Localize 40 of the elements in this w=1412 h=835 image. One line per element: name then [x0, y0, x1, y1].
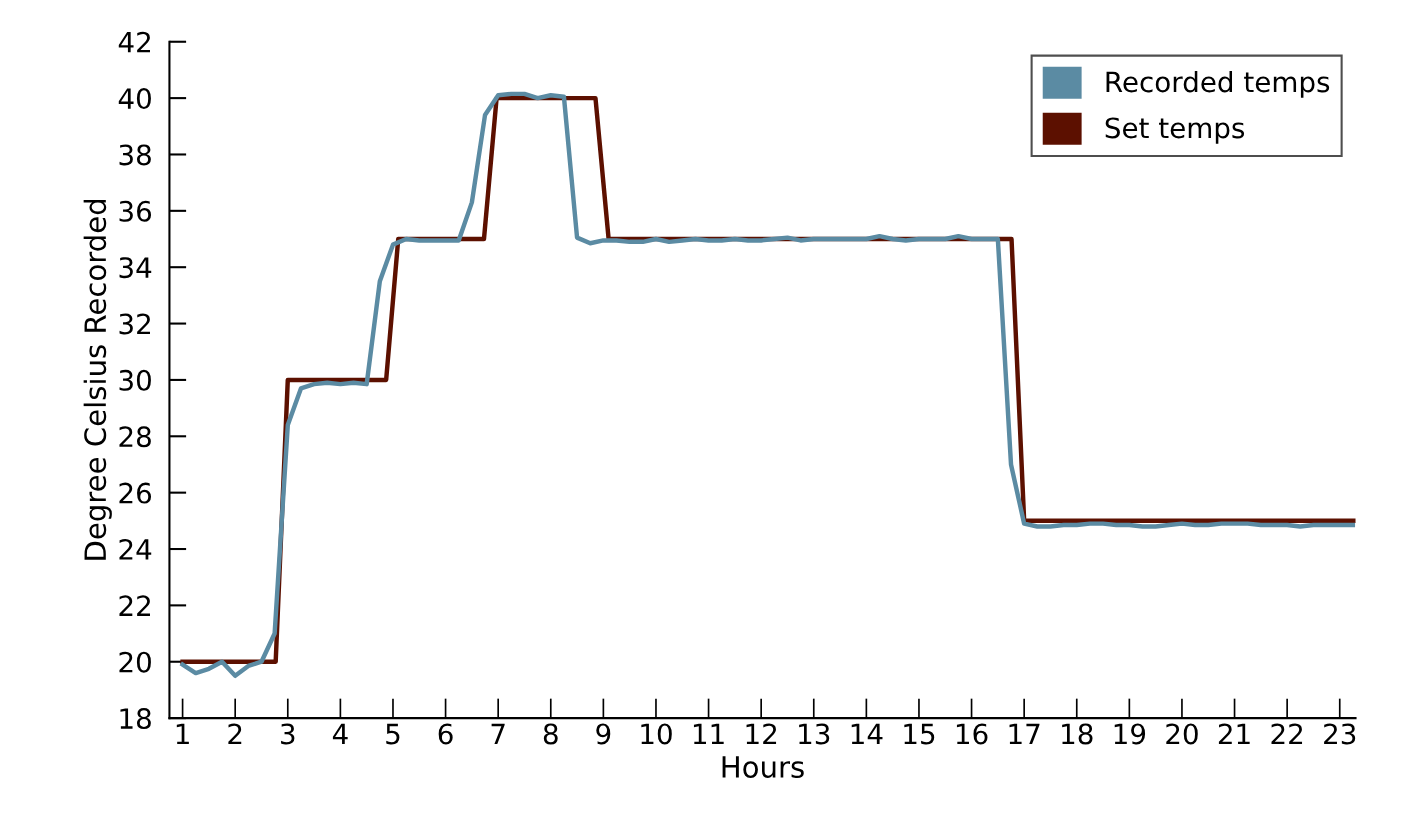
y-tick-label: 42 [118, 31, 150, 53]
x-tick-label: 11 [693, 723, 724, 745]
legend-label: Recorded temps [1106, 70, 1330, 98]
x-tick-label: 18 [1062, 723, 1093, 745]
y-tick-label: 40 [118, 88, 151, 110]
x-tick-label: 5 [386, 723, 400, 745]
y-tick-label: 22 [119, 595, 150, 616]
y-tick-label: 24 [119, 538, 152, 560]
y-tick-label: 34 [119, 257, 152, 279]
x-tick-label: 3 [281, 723, 295, 745]
x-tick-label: 21 [1218, 723, 1250, 745]
y-tick-label: 38 [119, 144, 151, 166]
legend-label: Set temps [1105, 117, 1245, 144]
x-tick-label: 23 [1324, 723, 1356, 745]
x-tick-label: 9 [596, 723, 611, 745]
x-axis-title: Hours [722, 756, 804, 778]
x-tick-label: 7 [491, 723, 505, 745]
y-tick-label: 18 [120, 708, 151, 730]
x-tick-label: 19 [1114, 723, 1146, 745]
x-tick-label: 17 [1009, 723, 1040, 745]
y-tick-label: 20 [119, 651, 151, 673]
x-tick-label: 15 [904, 723, 935, 745]
y-tick-label: 32 [119, 313, 150, 335]
x-tick-label: 20 [1166, 723, 1198, 745]
x-tick-label: 14 [851, 723, 883, 745]
x-tick-label: 16 [956, 723, 988, 745]
x-tick-label: 6 [438, 723, 453, 745]
y-tick-label: 28 [119, 426, 151, 448]
x-tick-label: 10 [641, 723, 672, 745]
y-tick-label: 36 [119, 200, 152, 222]
x-tick-label: 1 [176, 723, 189, 745]
y-axis-title: Degree Celsius Recorded [83, 199, 112, 560]
y-tick-label: 30 [119, 369, 151, 391]
x-tick-label: 22 [1271, 723, 1303, 745]
x-tick-label: 13 [799, 723, 830, 745]
y-tick-label: 26 [119, 482, 152, 504]
x-tick-label: 2 [228, 723, 242, 745]
x-tick-label: 8 [543, 723, 558, 745]
x-tick-label: 12 [746, 723, 777, 745]
x-tick-label: 4 [332, 723, 348, 745]
